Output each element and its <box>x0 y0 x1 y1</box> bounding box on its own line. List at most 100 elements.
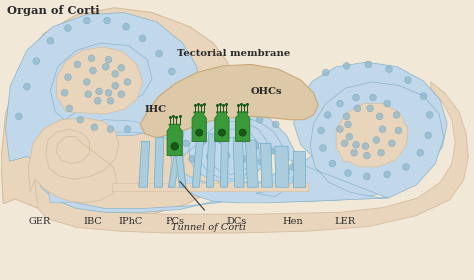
Polygon shape <box>140 64 318 138</box>
Circle shape <box>241 155 247 162</box>
Circle shape <box>353 141 359 148</box>
Circle shape <box>171 143 178 150</box>
Circle shape <box>370 94 376 101</box>
Circle shape <box>90 67 96 74</box>
Circle shape <box>393 111 400 118</box>
Polygon shape <box>169 132 186 187</box>
Circle shape <box>376 113 383 120</box>
Circle shape <box>402 164 410 170</box>
Circle shape <box>118 64 125 71</box>
Circle shape <box>351 149 357 156</box>
Polygon shape <box>220 133 228 187</box>
Circle shape <box>163 118 170 125</box>
Polygon shape <box>46 120 299 203</box>
Circle shape <box>362 143 369 150</box>
Polygon shape <box>56 47 143 114</box>
Circle shape <box>426 111 433 118</box>
Polygon shape <box>28 118 119 203</box>
Polygon shape <box>112 183 308 190</box>
Circle shape <box>322 69 329 76</box>
Circle shape <box>83 78 90 85</box>
Polygon shape <box>139 141 150 187</box>
Text: IPhC: IPhC <box>118 217 143 226</box>
Circle shape <box>47 38 54 44</box>
Circle shape <box>378 149 384 156</box>
Circle shape <box>343 62 350 69</box>
Circle shape <box>94 97 101 104</box>
Polygon shape <box>275 146 289 187</box>
Text: IHC: IHC <box>145 105 167 114</box>
Circle shape <box>268 148 274 154</box>
Text: LER: LER <box>334 217 355 226</box>
Circle shape <box>341 140 348 147</box>
Circle shape <box>189 155 196 162</box>
Polygon shape <box>192 135 204 187</box>
Circle shape <box>282 151 289 158</box>
Circle shape <box>77 116 83 123</box>
Circle shape <box>420 93 427 99</box>
Polygon shape <box>336 104 408 167</box>
Circle shape <box>346 133 353 140</box>
Circle shape <box>112 82 118 89</box>
Circle shape <box>235 140 241 147</box>
Circle shape <box>102 63 109 70</box>
Circle shape <box>364 173 370 180</box>
Circle shape <box>105 56 112 63</box>
Circle shape <box>367 105 374 112</box>
Circle shape <box>404 77 411 83</box>
Circle shape <box>91 124 98 131</box>
Circle shape <box>237 113 244 120</box>
Circle shape <box>296 155 303 162</box>
Circle shape <box>181 115 188 121</box>
Circle shape <box>364 152 370 159</box>
Polygon shape <box>167 82 444 203</box>
Circle shape <box>173 85 180 92</box>
Circle shape <box>157 115 164 121</box>
Polygon shape <box>35 82 468 233</box>
Circle shape <box>223 152 230 159</box>
Circle shape <box>155 50 163 57</box>
Circle shape <box>337 126 343 132</box>
Circle shape <box>252 143 258 150</box>
Circle shape <box>289 164 296 170</box>
Circle shape <box>319 145 326 151</box>
Text: Tunnel of Corti: Tunnel of Corti <box>171 223 246 232</box>
Circle shape <box>123 23 129 30</box>
Circle shape <box>96 88 102 95</box>
Circle shape <box>85 91 91 98</box>
Text: GER: GER <box>28 217 51 226</box>
Circle shape <box>354 105 361 112</box>
Circle shape <box>379 126 386 132</box>
Circle shape <box>217 137 224 143</box>
Circle shape <box>386 66 392 73</box>
Circle shape <box>353 94 359 101</box>
Circle shape <box>239 129 246 136</box>
Polygon shape <box>293 151 305 187</box>
Polygon shape <box>236 112 250 141</box>
Circle shape <box>343 113 350 120</box>
Circle shape <box>206 153 213 160</box>
Circle shape <box>168 68 175 75</box>
Circle shape <box>324 111 331 118</box>
Circle shape <box>389 140 395 147</box>
Circle shape <box>104 17 110 24</box>
Circle shape <box>275 162 282 169</box>
Circle shape <box>83 17 90 24</box>
Circle shape <box>64 74 72 81</box>
Circle shape <box>329 160 336 167</box>
Polygon shape <box>169 132 184 187</box>
Polygon shape <box>206 134 216 187</box>
Polygon shape <box>155 138 164 187</box>
Circle shape <box>200 138 206 145</box>
Polygon shape <box>173 132 186 187</box>
Circle shape <box>337 100 343 107</box>
Polygon shape <box>192 112 206 141</box>
Circle shape <box>74 61 81 68</box>
Polygon shape <box>1 8 235 218</box>
Polygon shape <box>6 13 447 212</box>
Text: OHCs: OHCs <box>250 87 282 96</box>
Circle shape <box>318 127 325 134</box>
Circle shape <box>107 97 114 104</box>
Circle shape <box>417 149 424 156</box>
Circle shape <box>345 121 351 128</box>
